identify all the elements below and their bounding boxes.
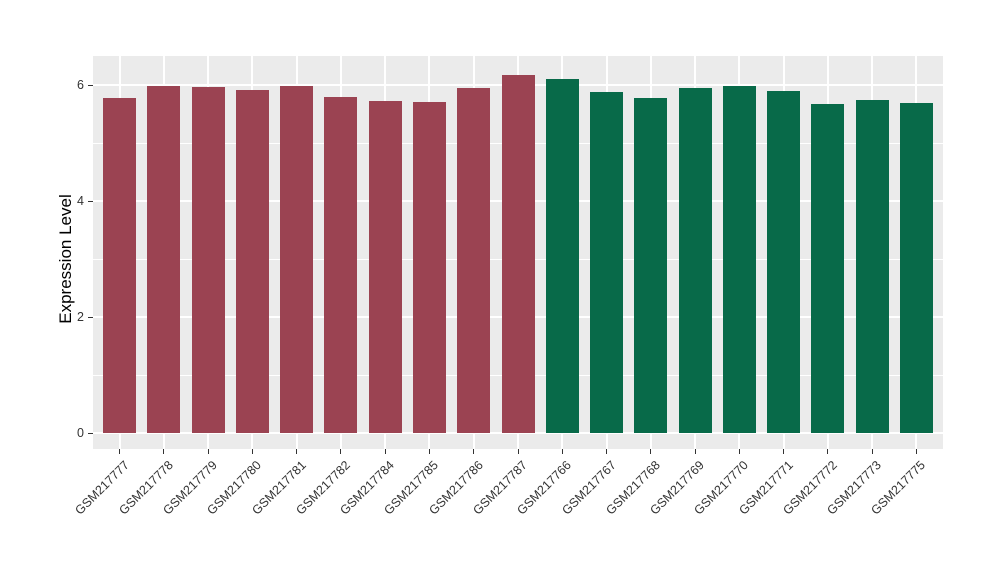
x-tick-mark xyxy=(606,449,608,454)
y-tick-label: 2 xyxy=(77,310,84,324)
x-tick-mark xyxy=(163,449,165,454)
bar-GSM217780 xyxy=(235,90,269,433)
bar-GSM217779 xyxy=(191,87,225,433)
x-tick-mark xyxy=(561,449,563,454)
y-tick-label: 0 xyxy=(77,426,84,440)
x-tick-mark xyxy=(783,449,785,454)
x-tick-mark xyxy=(119,449,121,454)
x-tick-mark xyxy=(251,449,253,454)
x-tick-mark xyxy=(428,449,430,454)
y-tick-mark xyxy=(88,316,93,318)
bar-GSM217781 xyxy=(280,85,314,433)
x-tick-mark xyxy=(473,449,475,454)
x-tick-mark xyxy=(207,449,209,454)
x-tick-mark xyxy=(340,449,342,454)
x-tick-mark xyxy=(384,449,386,454)
bar-GSM217785 xyxy=(412,101,446,433)
bar-GSM217773 xyxy=(855,100,889,433)
x-tick-mark xyxy=(296,449,298,454)
bar-GSM217766 xyxy=(545,79,579,433)
bar-GSM217771 xyxy=(767,90,801,433)
bar-GSM217770 xyxy=(722,85,756,433)
bar-GSM217787 xyxy=(501,75,535,433)
y-tick-label: 4 xyxy=(77,194,84,208)
bar-GSM217784 xyxy=(368,100,402,433)
bar-GSM217786 xyxy=(457,88,491,433)
y-tick-mark xyxy=(88,432,93,434)
y-axis-title: Expression Level xyxy=(56,194,75,324)
y-tick-mark xyxy=(88,200,93,202)
chart-panel xyxy=(93,56,943,449)
bar-GSM217782 xyxy=(324,96,358,433)
bar-GSM217768 xyxy=(634,98,668,433)
x-tick-mark xyxy=(827,449,829,454)
bar-GSM217767 xyxy=(590,91,624,433)
x-tick-mark xyxy=(871,449,873,454)
x-tick-mark xyxy=(650,449,652,454)
bar-GSM217769 xyxy=(678,88,712,433)
bar-GSM217777 xyxy=(103,98,137,433)
bar-GSM217772 xyxy=(811,104,845,433)
x-tick-mark xyxy=(738,449,740,454)
x-tick-mark xyxy=(517,449,519,454)
x-tick-mark xyxy=(915,449,917,454)
x-tick-mark xyxy=(694,449,696,454)
bar-GSM217775 xyxy=(899,102,933,433)
y-tick-label: 6 xyxy=(77,78,84,92)
y-tick-mark xyxy=(88,84,93,86)
bar-GSM217778 xyxy=(147,86,181,433)
